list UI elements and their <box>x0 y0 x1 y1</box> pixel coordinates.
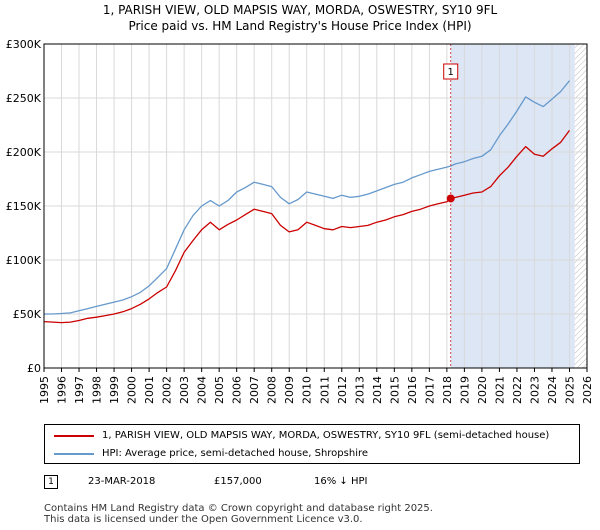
x-tick-label: 2025 <box>563 376 576 404</box>
x-tick-label: 2014 <box>371 376 384 404</box>
annotation-label: 1 <box>448 67 454 78</box>
x-tick-label: 1999 <box>108 376 121 404</box>
legend-item-hpi: HPI: Average price, semi-detached house,… <box>45 445 579 463</box>
x-tick-label: 1996 <box>56 376 69 404</box>
chart-title-line-2: Price paid vs. HM Land Registry's House … <box>128 19 472 33</box>
chart-title-line-1: 1, PARISH VIEW, OLD MAPSIS WAY, MORDA, O… <box>102 3 498 17</box>
x-tick-label: 2019 <box>458 376 471 404</box>
price-chart: £0 £50K £100K £150K £200K £250K £300K 1995 1996 1… <box>6 38 594 404</box>
x-tick-label: 2024 <box>546 376 559 404</box>
x-tick-label: 2017 <box>423 376 436 404</box>
legend: 1, PARISH VIEW, OLD MAPSIS WAY, MORDA, O… <box>44 424 580 464</box>
sale-point-marker <box>446 194 455 203</box>
price-paid-series-line <box>43 130 571 324</box>
y-tick-label: £150K <box>6 200 42 213</box>
x-tick-label: 2021 <box>493 376 506 404</box>
y-tick-label: £300K <box>6 38 42 51</box>
y-tick-label: £0 <box>27 362 41 375</box>
x-tick-label: 2012 <box>336 376 349 404</box>
annotation-box-1 <box>443 63 459 80</box>
y-tick-label: £50K <box>13 308 42 321</box>
x-tick-label: 2011 <box>318 376 331 404</box>
x-tick-label: 2016 <box>406 376 419 404</box>
transaction-date: 23-MAR-2018 <box>88 476 156 487</box>
legend-label-hpi: HPI: Average price, semi-detached house,… <box>102 448 369 459</box>
x-tick-label: 2018 <box>441 376 454 404</box>
y-tick-label: £250K <box>6 92 42 105</box>
x-tick-label: 2013 <box>353 376 366 404</box>
footer-licence: This data is licensed under the Open Gov… <box>44 514 363 525</box>
y-tick-label: £100K <box>6 254 42 267</box>
legend-item-price-paid: 1, PARISH VIEW, OLD MAPSIS WAY, MORDA, O… <box>45 427 579 445</box>
x-tick-label: 2022 <box>511 376 524 404</box>
x-tick-label: 2020 <box>476 376 489 404</box>
x-tick-label: 2015 <box>388 376 401 404</box>
x-tick-label: 2004 <box>196 376 209 404</box>
transaction-hpi-diff: 16% ↓ HPI <box>314 476 368 487</box>
x-tick-label: 2007 <box>248 376 261 404</box>
x-tick-label: 2005 <box>213 376 226 404</box>
x-tick-label: 2006 <box>231 376 244 404</box>
transaction-marker-box: 1 <box>44 475 58 489</box>
x-tick-label: 2002 <box>161 376 174 404</box>
transaction-price: £157,000 <box>214 476 262 487</box>
x-tick-label: 2008 <box>266 376 279 404</box>
x-tick-label: 2009 <box>283 376 296 404</box>
x-tick-label: 2023 <box>528 376 541 404</box>
x-tick-label: 2001 <box>143 376 156 404</box>
legend-swatch-hpi <box>54 453 94 455</box>
x-tick-label: 1997 <box>73 376 86 404</box>
x-tick-label: 2026 <box>581 376 594 404</box>
y-tick-label: £200K <box>6 146 42 159</box>
x-tick-label: 1998 <box>91 376 104 404</box>
x-tick-label: 2003 <box>178 376 191 404</box>
x-tick-label: 1995 <box>38 376 51 404</box>
legend-label-price-paid: 1, PARISH VIEW, OLD MAPSIS WAY, MORDA, O… <box>102 430 550 441</box>
x-tick-label: 2010 <box>301 376 314 404</box>
legend-swatch-price-paid <box>54 435 94 437</box>
hpi-series-line <box>44 80 571 315</box>
plot-frame <box>43 43 588 369</box>
x-tick-label: 2000 <box>126 376 139 404</box>
footer-copyright: Contains HM Land Registry data © Crown c… <box>44 503 433 514</box>
